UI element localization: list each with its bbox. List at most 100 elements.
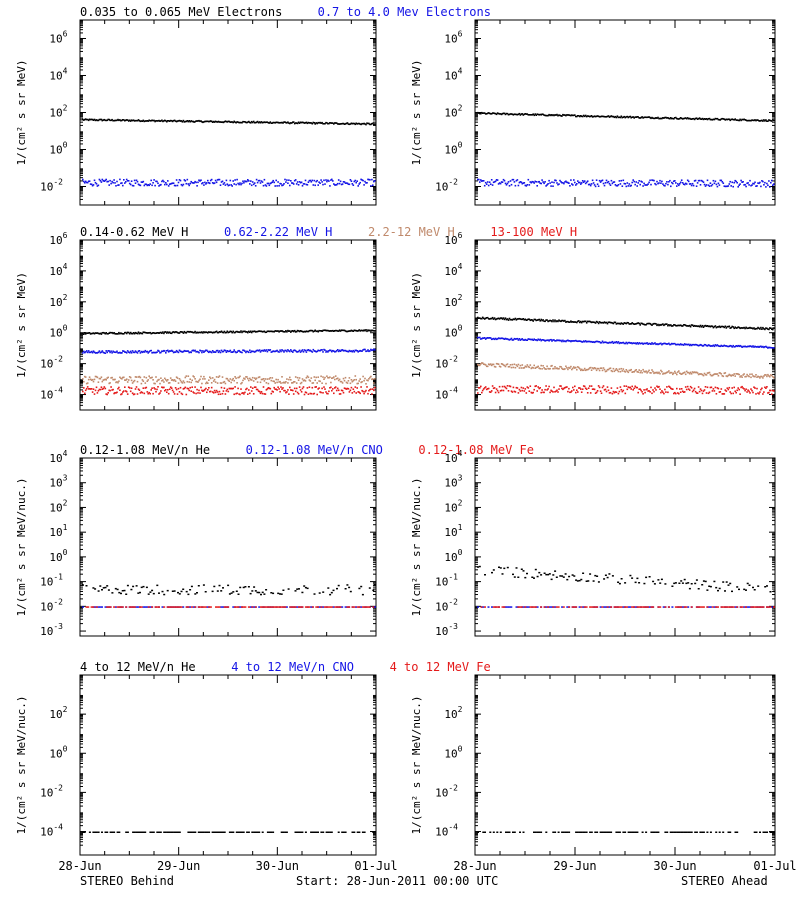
data-point [761, 119, 763, 122]
data-point [627, 341, 630, 344]
data-point [177, 181, 180, 184]
data-point [266, 378, 269, 380]
data-point [666, 323, 668, 325]
data-point [137, 119, 140, 121]
data-point [697, 117, 700, 120]
data-point [532, 367, 534, 369]
data-point [723, 118, 726, 120]
y-tick-label: 10-1 [40, 573, 63, 589]
data-point [356, 180, 358, 182]
data-point [211, 350, 214, 352]
data-point [589, 115, 592, 118]
data-point [526, 339, 529, 341]
data-point [564, 181, 566, 183]
data-point [369, 388, 371, 391]
data-point [579, 321, 581, 324]
data-point [584, 340, 587, 342]
data-point [358, 606, 361, 608]
data-point [752, 375, 754, 377]
data-point [748, 390, 750, 393]
data-point [242, 349, 244, 351]
data-point [359, 392, 361, 395]
data-point [83, 119, 85, 121]
data-point [208, 606, 211, 608]
data-point [191, 349, 193, 352]
data-point [333, 392, 335, 395]
data-point [235, 330, 237, 333]
data-point [699, 388, 702, 390]
data-point [517, 339, 520, 341]
data-point [523, 113, 526, 116]
data-point [132, 119, 135, 121]
data-point [363, 184, 365, 186]
data-point [664, 323, 666, 326]
data-point [586, 392, 589, 394]
data-point [689, 183, 692, 185]
data-point [232, 606, 235, 608]
data-point [648, 181, 650, 184]
data-point [566, 339, 568, 342]
data-point [563, 114, 565, 116]
data-point [687, 325, 690, 327]
data-point [687, 117, 690, 120]
data-point [92, 388, 95, 390]
data-point [230, 592, 233, 594]
data-point [292, 121, 295, 123]
data-point [547, 320, 549, 323]
data-point [349, 123, 352, 125]
data-point [763, 328, 765, 330]
data-point [234, 331, 236, 334]
data-point [108, 350, 110, 352]
data-point [513, 113, 516, 115]
data-point [679, 388, 681, 390]
data-point [293, 122, 296, 125]
data-point [316, 382, 318, 384]
data-point [241, 381, 243, 384]
data-point [578, 340, 580, 342]
data-point [490, 179, 493, 181]
data-point [331, 350, 333, 353]
data-point [244, 330, 246, 333]
data-point [83, 380, 85, 383]
data-point [670, 324, 672, 326]
data-point [155, 376, 157, 378]
data-point [760, 119, 762, 122]
data-point [478, 178, 480, 181]
data-point [281, 184, 283, 187]
data-point [152, 119, 154, 122]
legend-entry: 0.62-2.22 MeV H [224, 225, 332, 239]
data-point [618, 390, 621, 393]
data-point [564, 340, 566, 342]
data-point [769, 375, 771, 378]
data-point [578, 115, 580, 117]
data-point [146, 350, 149, 353]
data-point [752, 182, 754, 185]
data-point [137, 183, 140, 186]
data-point [481, 112, 484, 114]
data-point [717, 345, 720, 347]
data-point [140, 350, 143, 353]
data-point [210, 351, 213, 354]
data-point [236, 330, 238, 333]
data-point [357, 185, 359, 187]
data-point [118, 380, 120, 382]
data-point [95, 352, 98, 354]
data-point [334, 122, 336, 124]
data-point [357, 122, 359, 125]
data-point [498, 113, 501, 115]
data-point [260, 593, 262, 596]
data-point [493, 365, 496, 368]
data-point [298, 606, 300, 608]
data-point [222, 331, 225, 334]
data-point [477, 178, 479, 181]
data-point [169, 119, 172, 122]
data-point [740, 119, 742, 122]
data-point [282, 382, 284, 384]
data-point [234, 376, 236, 378]
data-point [737, 387, 739, 389]
data-point [565, 386, 567, 389]
data-point [240, 351, 242, 353]
data-series-red [85, 606, 375, 608]
data-point [140, 391, 143, 393]
